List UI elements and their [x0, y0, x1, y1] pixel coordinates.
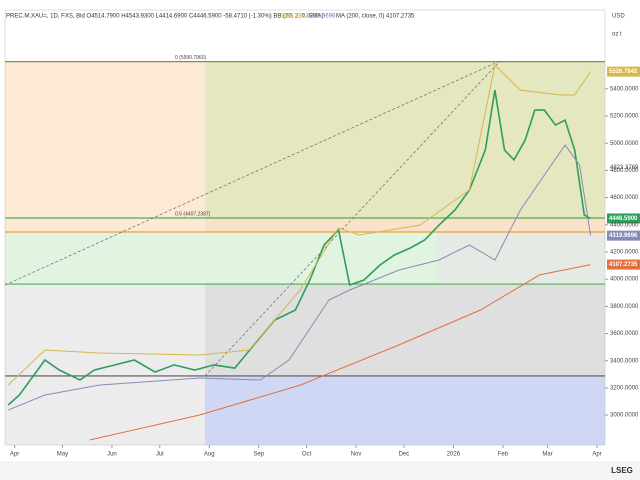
y-tick-label: 3600.0000 — [610, 331, 639, 337]
price-tag-label: 4107.2735 — [609, 262, 638, 268]
level-label: 0 (5590.7960) — [175, 55, 206, 61]
marker-label: 4823.3769 — [610, 165, 639, 171]
x-tick-label: Feb — [498, 452, 509, 458]
x-tick-label: Apr — [592, 452, 601, 458]
x-tick-label: Sep — [253, 452, 264, 458]
x-tick-label: Nov — [351, 452, 362, 458]
zone — [205, 375, 605, 445]
y-tick-label: 4200.0000 — [610, 250, 639, 256]
price-tag-label: 4446.5900 — [609, 216, 638, 222]
y-tick-label: 3000.0000 — [610, 413, 639, 419]
x-tick-label: 2026 — [447, 452, 461, 458]
ma-header: MA (200, close, 0) 4107.2735 — [336, 14, 415, 20]
y-tick-label: 3200.0000 — [610, 385, 639, 391]
zone — [205, 284, 605, 376]
trend-line — [4, 60, 501, 286]
series-line — [89, 264, 591, 441]
header: PREC.M.XAU=, 1D, FXS, Bid O4514.7900 H45… — [6, 14, 323, 20]
x-tick-label: May — [57, 452, 68, 458]
x-tick-label: Oct — [302, 452, 312, 458]
level-label: 0.5 (4407.2387) — [175, 211, 211, 217]
y-tick-label: 5000.0000 — [610, 141, 639, 147]
x-tick-label: Aug — [204, 452, 215, 458]
price-tag — [607, 213, 640, 224]
price-tag-label: 4319.9696 — [609, 233, 638, 239]
x-tick-label: Mar — [542, 452, 552, 458]
x-tick-label: Dec — [399, 452, 410, 458]
zone — [5, 61, 205, 232]
zone — [5, 284, 205, 445]
currency: USD — [612, 14, 625, 20]
footer — [0, 461, 640, 480]
zones: 0 (5590.7960) 0.5 (4407.2387) — [5, 55, 605, 445]
series-line — [7, 89, 591, 406]
zone — [437, 231, 605, 285]
y-tick-label: 5200.0000 — [610, 114, 639, 120]
y-tick-label: 4800.0000 — [610, 168, 639, 174]
y-tick-label: 5400.0000 — [610, 86, 639, 92]
bb-upper-value: 5526.7842 — [280, 14, 309, 20]
trend-line — [204, 60, 501, 377]
unit: oz t — [612, 32, 622, 38]
zone — [205, 61, 605, 218]
y-tick-label: 3800.0000 — [610, 304, 639, 310]
y-tick-label: 4400.0000 — [610, 222, 639, 228]
marks: 4446.5900 5526.7842 4319.9696 4107.2735 — [7, 64, 640, 441]
x-tick-label: Jun — [107, 452, 117, 458]
y-tick-label: 4000.0000 — [610, 277, 639, 283]
zone — [5, 231, 437, 285]
y-tick-label: 3400.0000 — [610, 358, 639, 364]
series-line — [7, 64, 592, 386]
price-tag — [607, 230, 640, 241]
price-tag — [607, 66, 640, 77]
plot-frame — [4, 9, 606, 446]
x-tick-label: Apr — [10, 452, 19, 458]
brand: LSEG — [611, 466, 633, 475]
price-tag — [607, 259, 640, 270]
zone — [205, 217, 605, 232]
series-line — [8, 144, 592, 411]
price-tag-label: 5526.7842 — [609, 69, 638, 75]
y-tick-label: 4600.0000 — [610, 195, 639, 201]
bb-lower-value: 4319.9696 — [307, 14, 336, 20]
x-tick-label: Jul — [156, 452, 164, 458]
